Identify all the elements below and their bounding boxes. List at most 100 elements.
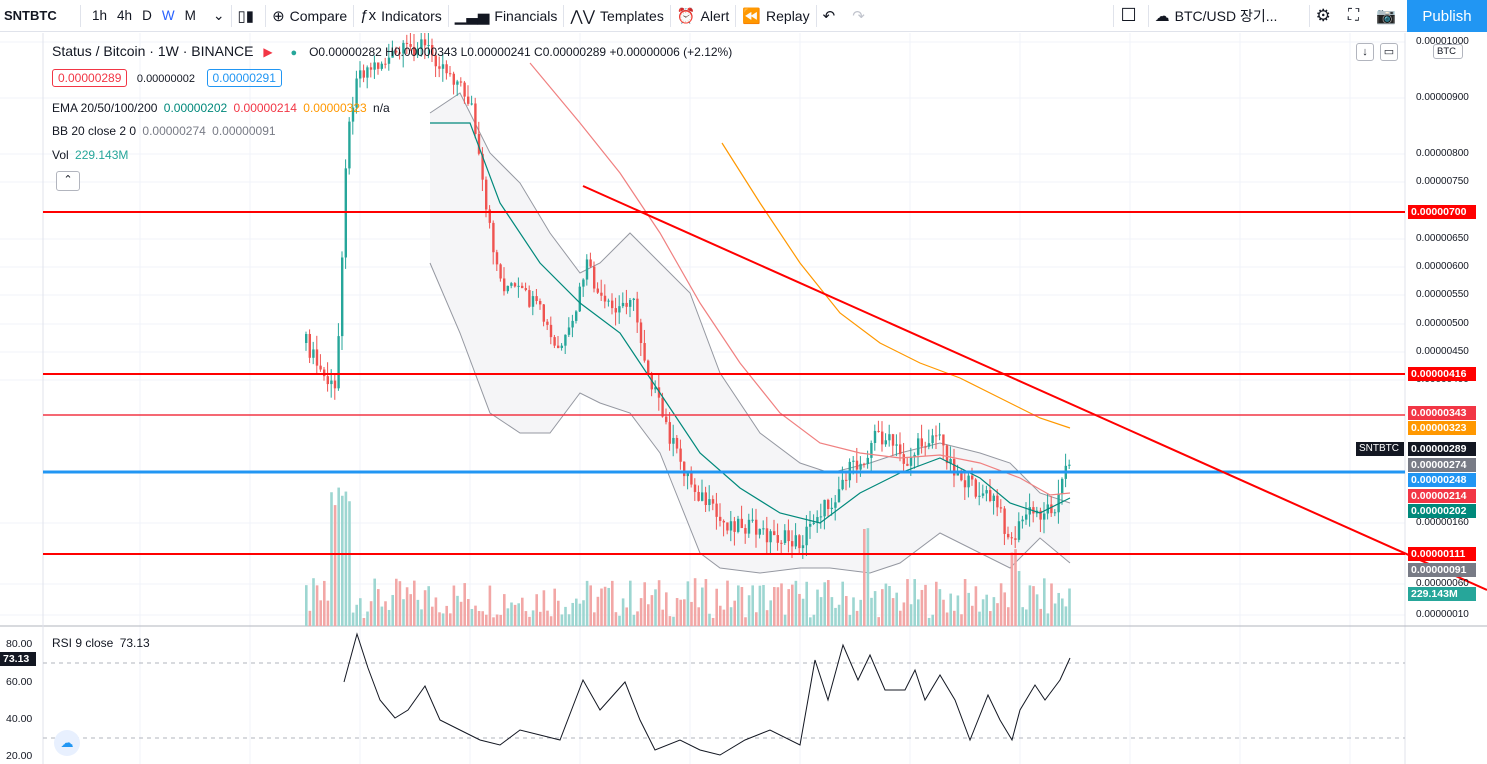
- candle-body: [1021, 519, 1024, 522]
- indicators-button[interactable]: ƒx Indicators: [354, 0, 448, 32]
- volume-bar: [427, 586, 430, 626]
- rewind-icon: ⏪: [742, 7, 762, 25]
- candle-body: [1014, 538, 1017, 540]
- expand-icon: ⛶: [1347, 6, 1360, 24]
- volume-bar: [1057, 592, 1060, 626]
- l-label: L: [460, 45, 468, 59]
- candle-body: [557, 345, 560, 348]
- volume-bar: [1017, 571, 1021, 626]
- volume-bar: [931, 614, 934, 626]
- volume-bar: [373, 578, 376, 626]
- resolution-d[interactable]: D: [142, 8, 152, 23]
- candle-body: [906, 463, 909, 466]
- candle-body: [380, 63, 383, 69]
- candle-body: [398, 52, 401, 54]
- volume-bar: [463, 583, 466, 626]
- ask-price[interactable]: 0.00000291: [206, 69, 282, 87]
- candle-body: [499, 264, 502, 279]
- volume-bar: [981, 599, 985, 626]
- volume-bar: [398, 581, 402, 626]
- volume-bar: [1010, 552, 1014, 626]
- candle-body: [567, 327, 571, 335]
- resolution-dropdown[interactable]: ⌄: [207, 0, 231, 32]
- bb-lower-line: [429, 262, 1071, 574]
- volume-bar: [791, 584, 794, 626]
- candle-body: [348, 121, 351, 169]
- resolution-w[interactable]: W: [161, 8, 175, 23]
- chart-type-button[interactable]: ▯▮: [232, 0, 266, 32]
- rsi-label: RSI 9 close: [52, 636, 114, 650]
- volume-bar: [330, 492, 333, 626]
- bb-upper-value: 0.00000274: [142, 124, 206, 138]
- candle-body: [359, 70, 362, 79]
- candle-body: [665, 416, 668, 423]
- collapse-legend-button[interactable]: ⌃: [56, 171, 80, 191]
- volume-bar: [564, 606, 567, 626]
- volume-bar: [391, 594, 394, 626]
- volume-bar: [423, 590, 427, 626]
- candle-body: [758, 528, 761, 535]
- publish-button[interactable]: Publish: [1407, 0, 1487, 32]
- toolbar-divider: [1147, 4, 1149, 27]
- alert-button[interactable]: ⏰ Alert: [671, 0, 735, 32]
- candle-body: [387, 57, 391, 64]
- volume-bar: [827, 580, 830, 626]
- volume-bar: [611, 580, 614, 626]
- candle-body: [920, 438, 923, 447]
- volume-bar: [341, 495, 344, 626]
- bid-price[interactable]: 0.00000289: [52, 69, 128, 87]
- price-tag: 0.00000343: [1408, 406, 1476, 420]
- candle-body: [1007, 533, 1010, 538]
- volume-bar: [323, 580, 326, 626]
- settings-button[interactable]: ⚙: [1310, 0, 1342, 32]
- candle-body: [319, 365, 322, 370]
- replay-button[interactable]: ⏪ Replay: [736, 0, 815, 32]
- volume-bar: [841, 581, 844, 626]
- resolution-4h[interactable]: 4h: [117, 8, 133, 23]
- resolution-m[interactable]: M: [184, 8, 196, 23]
- volume-bar: [657, 580, 661, 626]
- candle-body: [668, 422, 671, 444]
- volume-bar: [528, 616, 531, 626]
- candle-body: [524, 288, 527, 291]
- candle-body: [866, 457, 869, 465]
- candle-body: [578, 286, 581, 312]
- volume-bar: [416, 599, 420, 626]
- volume-bar: [531, 610, 535, 626]
- resolution-1h[interactable]: 1h: [92, 8, 108, 23]
- redo-button[interactable]: ↷: [846, 0, 876, 32]
- indicators-label: Indicators: [381, 7, 442, 24]
- volume-bar: [1028, 585, 1032, 626]
- scroll-down-button[interactable]: ↓: [1356, 43, 1374, 61]
- candle-body: [773, 531, 776, 536]
- candle-body: [337, 336, 340, 389]
- maximize-pane-button[interactable]: ▭: [1380, 43, 1398, 61]
- candle-body: [611, 300, 614, 309]
- symbol-search[interactable]: SNTBTC: [4, 8, 57, 23]
- candle-body: [974, 479, 977, 497]
- candle-body: [762, 528, 765, 530]
- volume-bar: [654, 589, 657, 626]
- volume-bar: [377, 589, 380, 626]
- toolbar-divider: [1113, 4, 1115, 27]
- undo-button[interactable]: ↶: [817, 0, 847, 32]
- watch-symbol-button[interactable]: ☁ BTC/USD 장기...: [1149, 0, 1309, 32]
- tradingview-logo[interactable]: ☁: [54, 730, 80, 756]
- candle-body: [456, 81, 459, 85]
- candle-body: [326, 376, 329, 385]
- volume-bar: [567, 614, 571, 626]
- volume-bar: [546, 610, 549, 626]
- candle-body: [830, 507, 833, 510]
- fullscreen-layout-button[interactable]: ☐: [1114, 0, 1147, 32]
- volume-bar: [873, 591, 877, 626]
- fullscreen-button[interactable]: ⛶: [1342, 0, 1370, 32]
- volume-bar: [661, 609, 664, 626]
- snapshot-button[interactable]: 📷: [1370, 0, 1407, 32]
- templates-button[interactable]: ⋀⋁ Templates: [564, 0, 669, 32]
- chart-canvas[interactable]: [0, 33, 1487, 764]
- volume-bar: [319, 600, 322, 626]
- compare-button[interactable]: ⊕ Compare: [266, 0, 353, 32]
- financials-button[interactable]: ▁▃▅ Financials: [449, 0, 564, 32]
- candle-body: [755, 519, 758, 535]
- volume-bar: [1039, 608, 1042, 626]
